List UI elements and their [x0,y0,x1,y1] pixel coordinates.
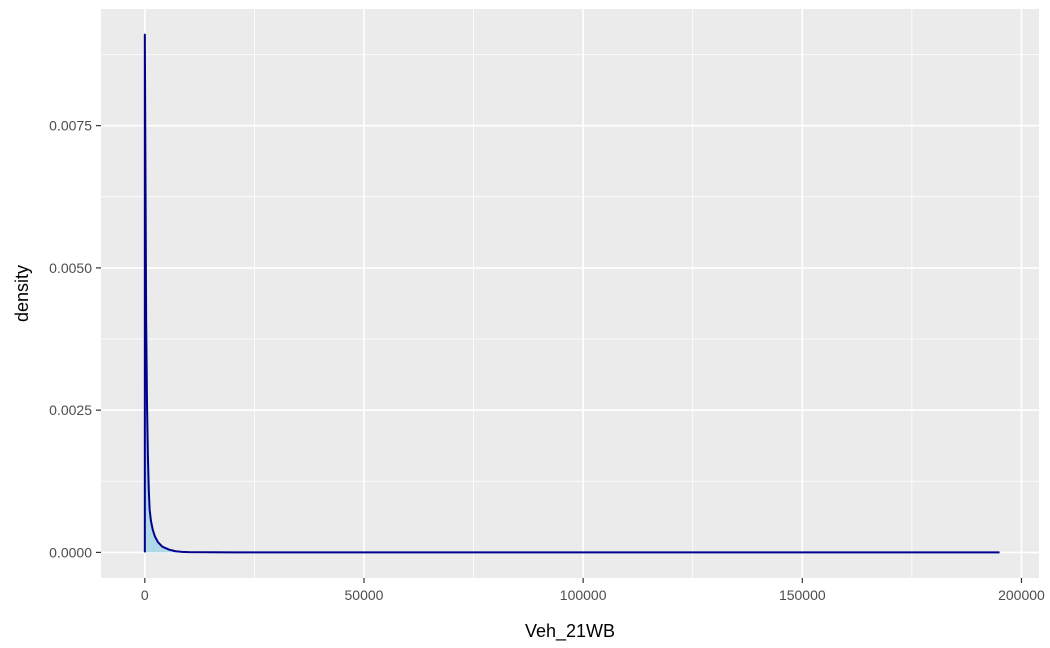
density-line [143,33,1000,554]
y-tick-label: 0.0050 [49,260,92,276]
x-tick-label: 200000 [998,587,1045,603]
x-tick-label: 50000 [345,587,384,603]
y-axis-title: density [12,265,32,322]
x-axis-title: Veh_21WB [525,621,615,642]
y-tick-label: 0.0075 [49,118,92,134]
y-tick-label: 0.0025 [49,402,92,418]
minor-gridlines [101,9,1039,578]
y-tick-label: 0.0000 [49,544,92,560]
x-tick-label: 150000 [779,587,826,603]
y-axis: 0.0000 0.0025 0.0050 0.0075 [49,118,101,560]
x-tick-label: 0 [141,587,149,603]
x-axis: 0 50000 100000 150000 200000 [141,578,1045,603]
x-tick-label: 100000 [560,587,607,603]
plot-panel [101,9,1039,578]
